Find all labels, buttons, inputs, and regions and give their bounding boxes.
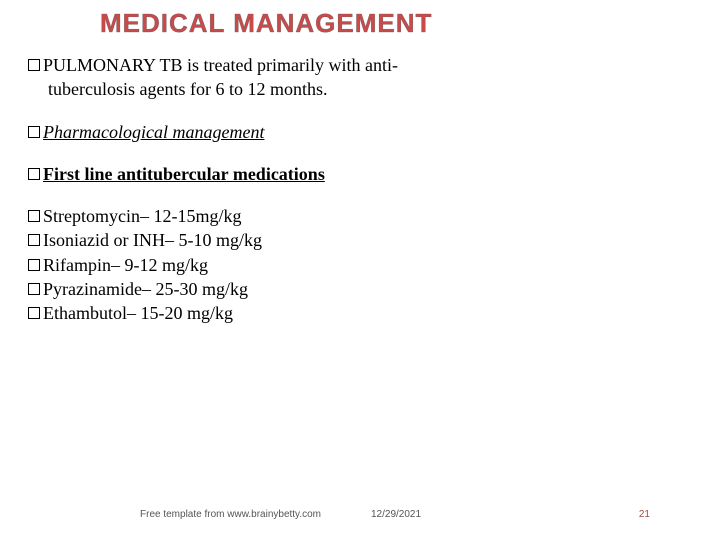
slide: MEDICAL MANAGEMENT PULMONARY TB is treat…	[0, 0, 720, 540]
footer-page-number: 21	[639, 509, 650, 520]
intro-wrap: tuberculosis agents for 6 to 12 months.	[28, 77, 692, 101]
bullet-checkbox-icon	[28, 59, 40, 71]
list-item: Rifampin– 9-12 mg/kg	[28, 253, 692, 277]
bullet-checkbox-icon	[28, 168, 40, 180]
footer-source: Free template from www.brainybetty.com	[0, 509, 321, 520]
bullet-checkbox-icon	[28, 210, 40, 222]
med-text: Streptomycin– 12-15mg/kg	[43, 206, 241, 226]
slide-footer: Free template from www.brainybetty.com 1…	[0, 509, 720, 520]
pharm-heading-line: Pharmacological management	[28, 120, 692, 144]
list-item: Isoniazid or INH– 5-10 mg/kg	[28, 228, 692, 252]
intro-text-1: PULMONARY TB is treated primarily with a…	[43, 55, 398, 75]
med-text: Pyrazinamide– 25-30 mg/kg	[43, 279, 248, 299]
bullet-checkbox-icon	[28, 126, 40, 138]
list-item: Pyrazinamide– 25-30 mg/kg	[28, 277, 692, 301]
pharm-heading-block: Pharmacological management	[28, 120, 692, 144]
intro-block: PULMONARY TB is treated primarily with a…	[28, 53, 692, 102]
bullet-checkbox-icon	[28, 259, 40, 271]
firstline-heading-block: First line antitubercular medications	[28, 162, 692, 186]
medications-list: Streptomycin– 12-15mg/kg Isoniazid or IN…	[28, 204, 692, 325]
bullet-checkbox-icon	[28, 234, 40, 246]
bullet-checkbox-icon	[28, 283, 40, 295]
list-item: Streptomycin– 12-15mg/kg	[28, 204, 692, 228]
med-text: Ethambutol– 15-20 mg/kg	[43, 303, 233, 323]
firstline-heading-line: First line antitubercular medications	[28, 162, 692, 186]
list-item: Ethambutol– 15-20 mg/kg	[28, 301, 692, 325]
bullet-checkbox-icon	[28, 307, 40, 319]
slide-title: MEDICAL MANAGEMENT	[28, 8, 692, 39]
footer-date: 12/29/2021	[321, 509, 421, 520]
intro-line: PULMONARY TB is treated primarily with a…	[28, 53, 692, 77]
med-text: Rifampin– 9-12 mg/kg	[43, 255, 208, 275]
med-text: Isoniazid or INH– 5-10 mg/kg	[43, 230, 262, 250]
pharm-heading-text: Pharmacological management	[43, 122, 264, 142]
firstline-heading-text: First line antitubercular medications	[43, 164, 325, 184]
